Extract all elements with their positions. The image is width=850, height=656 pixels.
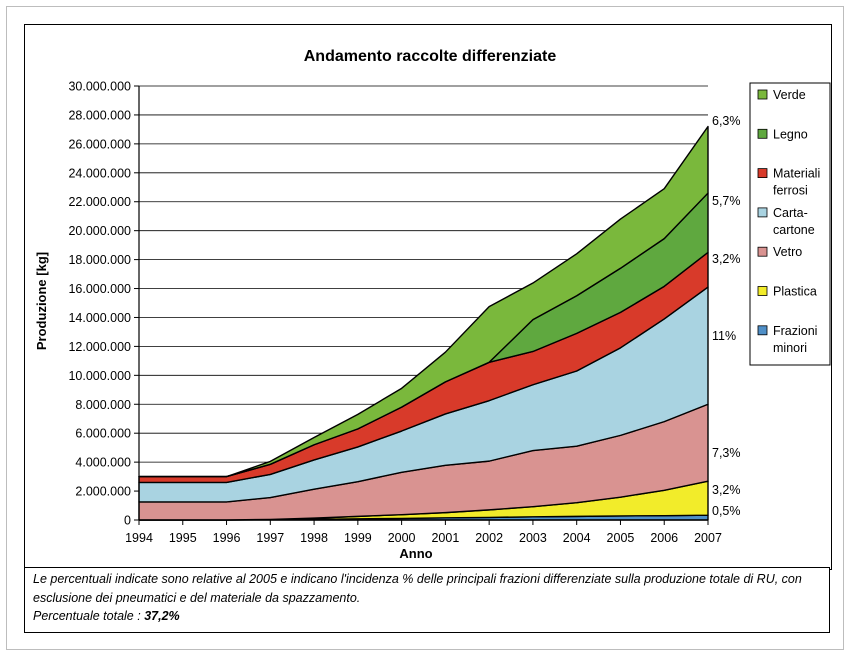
x-tick-label: 2002 — [475, 531, 503, 545]
x-axis-label: Anno — [399, 546, 432, 561]
annotation-label: 0,5% — [712, 504, 741, 518]
legend-swatch — [757, 246, 768, 257]
x-tick-label: 1997 — [256, 531, 284, 545]
y-tick-label: 16.000.000 — [68, 282, 131, 296]
y-tick-label: 20.000.000 — [68, 224, 131, 238]
chart-frame: Andamento raccolte differenziate 0 2.000.… — [24, 24, 832, 570]
x-tick-label: 1998 — [300, 531, 328, 545]
y-tick-label: 26.000.000 — [68, 137, 131, 151]
x-tick-label: 2003 — [519, 531, 547, 545]
x-tick-label: 2005 — [607, 531, 635, 545]
y-tick-label: 4.000.000 — [75, 456, 131, 470]
legend-swatch — [757, 325, 768, 336]
y-tick-label: 8.000.000 — [75, 398, 131, 412]
x-tick-label: 2001 — [431, 531, 459, 545]
footnote-text: Le percentuali indicate sono relative al… — [33, 572, 802, 605]
legend-label: Legno — [773, 127, 808, 141]
annotation-label: 5,7% — [712, 194, 741, 208]
footnote-total: Percentuale totale : 37,2% — [33, 607, 821, 626]
annotation-label: 7,3% — [712, 446, 741, 460]
footnote-total-label: Percentuale totale : — [33, 609, 141, 623]
y-tick-label: 6.000.000 — [75, 427, 131, 441]
x-tick-label: 1999 — [344, 531, 372, 545]
x-tick-label: 2000 — [388, 531, 416, 545]
area-verde — [138, 125, 709, 478]
y-axis-label: Produzione [kg] — [34, 252, 49, 350]
legend-swatch — [757, 207, 768, 218]
footnote-total-value: 37,2% — [144, 609, 180, 623]
legend-swatch — [757, 128, 768, 139]
annotation-label: 3,2% — [712, 252, 741, 266]
y-tick-label: 2.000.000 — [75, 485, 131, 499]
annotation-label: 3,2% — [712, 483, 741, 497]
x-tick-label: 2004 — [563, 531, 591, 545]
legend-label: Materiali ferrosi — [773, 167, 820, 198]
legend-label: Plastica — [773, 285, 817, 299]
x-tick-label: 1994 — [125, 531, 153, 545]
legend-swatch — [757, 89, 768, 100]
x-tick-label: 1995 — [169, 531, 197, 545]
x-tick-label: 1996 — [213, 531, 241, 545]
y-tick-label: 22.000.000 — [68, 195, 131, 209]
legend-swatch — [757, 286, 768, 296]
annotation-label: 6,3% — [712, 114, 741, 128]
y-tick-label: 12.000.000 — [68, 340, 131, 354]
chart-svg: Andamento raccolte differenziate 0 2.000.… — [34, 48, 831, 561]
legend-swatch — [757, 168, 768, 179]
y-tick-label: 14.000.000 — [68, 311, 131, 325]
y-tick-label: 18.000.000 — [68, 253, 131, 267]
footnote-box: Le percentuali indicate sono relative al… — [24, 567, 830, 633]
y-tick-label: 0 — [124, 514, 131, 528]
x-tick-label: 2007 — [694, 531, 722, 545]
legend-label: Carta-cartone — [773, 206, 815, 237]
annotation-label: 11% — [712, 329, 736, 343]
chart-title: Andamento raccolte differenziate — [304, 48, 557, 65]
legend-label: Frazioni minori — [773, 324, 817, 355]
y-tick-label: 24.000.000 — [68, 166, 131, 180]
x-tick-label: 2006 — [650, 531, 678, 545]
legend-label: Verde — [773, 88, 806, 102]
y-tick-label: 10.000.000 — [68, 369, 131, 383]
y-tick-label: 28.000.000 — [68, 108, 131, 122]
legend-label: Vetro — [773, 245, 802, 259]
y-tick-label: 30.000.000 — [68, 80, 131, 94]
